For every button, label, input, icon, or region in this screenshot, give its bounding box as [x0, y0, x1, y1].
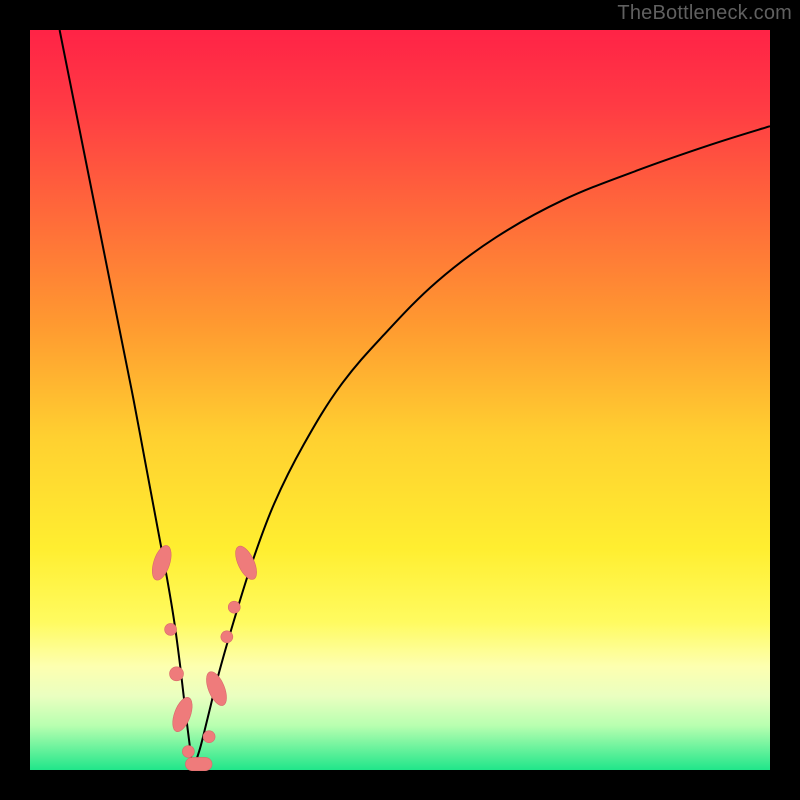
watermark-text: TheBottleneck.com [617, 2, 792, 25]
marker-dot [182, 746, 194, 758]
marker-dot [165, 623, 177, 635]
marker-bottom-bar [185, 757, 212, 770]
chart-container: { "watermark": { "text": "TheBottleneck.… [0, 0, 800, 800]
marker-dot [170, 667, 184, 681]
marker-dot [203, 731, 215, 743]
marker-dot [228, 601, 240, 613]
bottleneck-curve-chart [0, 0, 800, 800]
plot-area [30, 30, 770, 770]
marker-dot [221, 631, 233, 643]
